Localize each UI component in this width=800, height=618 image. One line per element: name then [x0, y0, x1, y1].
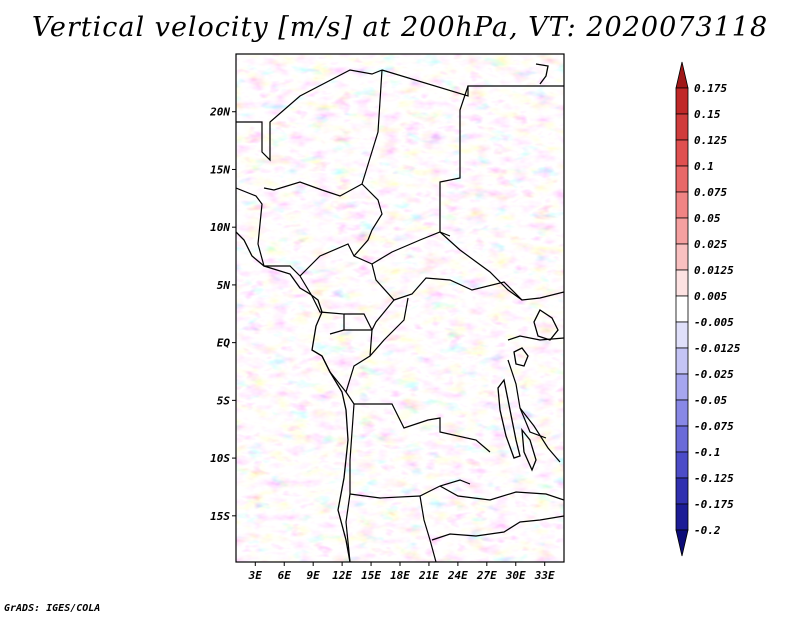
- lon-label: 9E: [307, 569, 321, 582]
- colorbar-swatch: [675, 295, 689, 323]
- colorbar-label: -0.1: [694, 446, 721, 459]
- colorbar-label: -0.2: [694, 524, 721, 537]
- colorbar-swatch: [675, 347, 689, 375]
- lon-label: 30E: [505, 569, 526, 582]
- lat-label: 10N: [210, 221, 230, 234]
- colorbar-swatch: [675, 113, 689, 141]
- colorbar-label: 0.075: [694, 186, 727, 199]
- colorbar-label: -0.05: [694, 394, 727, 407]
- colorbar-swatch: [675, 243, 689, 271]
- colorbar-swatch: [675, 425, 689, 453]
- colorbar-label: -0.005: [694, 316, 734, 329]
- lat-label: 5S: [217, 394, 231, 407]
- colorbar-label: -0.125: [694, 472, 734, 485]
- colorbar-label: 0.15: [694, 108, 721, 121]
- colorbar-swatch: [675, 451, 689, 479]
- colorbar-swatch: [675, 373, 689, 401]
- colorbar-swatch: [675, 529, 689, 557]
- lat-label: 10S: [210, 452, 230, 465]
- colorbar-label: -0.075: [694, 420, 734, 433]
- colorbar-label: 0.1: [694, 160, 714, 173]
- coastline: [236, 63, 559, 562]
- lon-label: 21E: [418, 569, 439, 582]
- colorbar-swatch: [675, 269, 689, 297]
- colorbar-swatch: [675, 399, 689, 427]
- colorbar: 0.175 0.15 0.125 0.1 0.075 0.05 0.025 0.0125 0.0…: [675, 61, 741, 557]
- colorbar-label: -0.175: [694, 498, 734, 511]
- longitude-axis: 3E 6E 9E 12E 15E 18E 21E 24E 27E 30E 33E: [248, 562, 555, 582]
- lon-label: 15E: [361, 569, 381, 582]
- colorbar-label: 0.0125: [694, 264, 734, 277]
- colorbar-label: 0.025: [694, 238, 727, 251]
- colorbar-swatch: [675, 165, 689, 193]
- chart-title: Vertical velocity [m/s] at 200hPa, VT: 2…: [31, 12, 769, 43]
- colorbar-swatch: [675, 87, 689, 115]
- country-borders: [236, 69, 564, 562]
- colorbar-swatch: [675, 217, 689, 245]
- colorbar-label: 0.005: [694, 290, 727, 303]
- lat-label: 15N: [210, 163, 230, 176]
- latitude-axis: 20N 15N 10N 5N EQ 5S 10S 15S: [209, 106, 236, 523]
- colorbar-label: 0.175: [694, 82, 727, 95]
- lat-label: 5N: [217, 279, 231, 292]
- colorbar-swatch: [675, 61, 689, 89]
- colorbar-label: -0.025: [694, 368, 734, 381]
- velocity-field: [236, 54, 564, 562]
- colorbar-label: 0.05: [694, 212, 721, 225]
- colorbar-swatch: [675, 503, 689, 531]
- lon-label: 6E: [278, 569, 292, 582]
- lon-label: 12E: [332, 569, 352, 582]
- lat-label: 15S: [210, 510, 230, 523]
- colorbar-label: 0.125: [694, 134, 727, 147]
- colorbar-swatch: [675, 321, 689, 349]
- lat-label: EQ: [217, 337, 231, 350]
- lon-label: 27E: [476, 569, 497, 582]
- lon-label: 24E: [447, 569, 468, 582]
- lon-label: 33E: [534, 569, 555, 582]
- lat-label: 20N: [209, 106, 230, 119]
- colorbar-label: -0.0125: [694, 342, 741, 355]
- colorbar-swatch: [675, 139, 689, 167]
- colorbar-swatch: [675, 191, 689, 219]
- lon-label: 3E: [248, 569, 263, 582]
- grads-credit: GrADS: IGES/COLA: [4, 603, 101, 614]
- colorbar-swatch: [675, 477, 689, 505]
- lon-label: 18E: [390, 569, 410, 582]
